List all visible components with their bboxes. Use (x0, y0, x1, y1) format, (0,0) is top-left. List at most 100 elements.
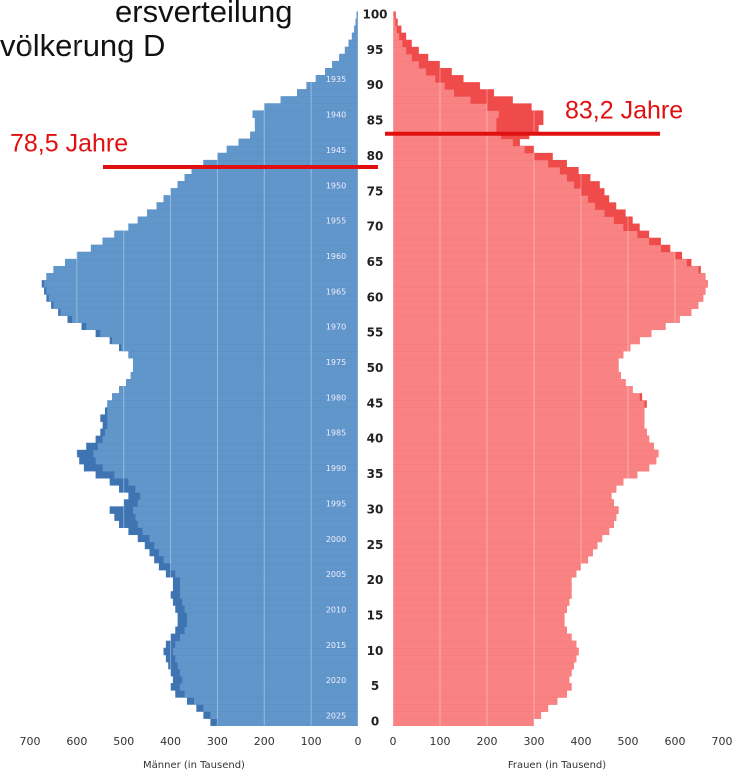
bar-shared (393, 463, 650, 472)
x-tick-label: 0 (355, 735, 362, 748)
bar (393, 25, 402, 34)
bar-shared (393, 251, 675, 260)
bar-shared (354, 25, 358, 34)
bar-shared (254, 124, 358, 133)
bar-shared (393, 513, 617, 521)
bar-shared (226, 145, 358, 154)
bar-shared (393, 690, 567, 698)
y2-tick-label: 1960 (326, 252, 346, 261)
x-tick-label: 400 (160, 735, 181, 748)
bar-shared (393, 145, 525, 154)
bar-shared (297, 89, 358, 97)
bar-shared (393, 541, 598, 550)
y-tick-label: 35 (367, 467, 384, 481)
bar-shared (393, 499, 614, 507)
bar-shared (393, 456, 657, 465)
y2-tick-label: 1950 (326, 181, 346, 190)
bar-shared (107, 400, 358, 408)
bar-shared (393, 209, 605, 217)
bar-shared (163, 555, 358, 564)
bar-shared (393, 442, 654, 451)
bar-shared (393, 654, 577, 663)
x-tick-label: 100 (430, 735, 451, 748)
bar-shared (393, 230, 638, 239)
bar-shared (393, 336, 640, 345)
bar-shared (393, 287, 706, 295)
bar-shared (186, 612, 358, 620)
bar-shared (112, 336, 358, 345)
bar (393, 32, 407, 41)
bar-shared (393, 562, 581, 571)
y-tick-label: 25 (367, 538, 384, 552)
y-tick-label: 100 (362, 8, 387, 22)
bar-shared (147, 209, 358, 217)
bar-shared (264, 103, 358, 111)
y2-tick-label: 2000 (326, 535, 346, 544)
bar-shared (76, 251, 358, 260)
bar-shared (393, 386, 633, 394)
bar-shared (393, 506, 619, 514)
bar-shared (93, 449, 358, 458)
bar-shared (133, 506, 358, 514)
bar-shared (393, 449, 659, 458)
bar-shared (107, 407, 358, 415)
y2-tick-label: 1940 (326, 111, 346, 120)
y2-tick-label: 1970 (326, 323, 346, 332)
bar-shared (186, 619, 358, 627)
bar-shared (107, 414, 358, 422)
bar-shared (393, 350, 624, 359)
x-tick-label: 500 (618, 735, 639, 748)
bar-shared (48, 294, 358, 302)
y-tick-label: 20 (367, 573, 384, 587)
y-tick-label: 80 (367, 149, 384, 163)
bar-shared (393, 32, 400, 41)
bar-shared (154, 541, 358, 550)
bar-shared (179, 683, 358, 691)
bar-shared (393, 414, 645, 422)
bar-shared (393, 89, 455, 97)
bar-shared (135, 513, 358, 521)
bar-shared (393, 379, 626, 387)
bar-shared (182, 676, 358, 684)
x-tick-label: 300 (207, 735, 228, 748)
bar-shared (393, 265, 699, 274)
bar-shared (175, 569, 358, 578)
bar-shared (170, 188, 358, 196)
bar-shared (393, 364, 619, 373)
bar-shared (137, 520, 358, 528)
bar-shared (179, 584, 358, 592)
bar-shared (393, 485, 617, 493)
bar-shared (393, 159, 549, 168)
bar-shared (393, 152, 534, 161)
bar-shared (393, 527, 610, 536)
bar-shared (393, 181, 574, 189)
title-line: völkerung D (0, 28, 165, 63)
annotation-text: 83,2 Jahre (565, 96, 683, 124)
bar-shared (65, 258, 359, 267)
bar-shared (393, 138, 513, 147)
bar-shared (393, 103, 487, 111)
y-tick-label: 65 (367, 255, 384, 269)
bar-shared (97, 442, 358, 451)
bar-shared (393, 591, 572, 599)
bar-shared (393, 273, 706, 281)
y2-tick-label: 1975 (326, 358, 346, 367)
bar-shared (393, 584, 572, 592)
bar-shared (393, 661, 574, 670)
bar-shared (46, 273, 359, 281)
bar-shared (393, 400, 645, 408)
bar-shared (393, 668, 572, 677)
y2-tick-label: 1980 (326, 393, 346, 402)
bar-shared (393, 258, 687, 267)
bar-shared (128, 223, 358, 232)
bar-shared (203, 704, 358, 712)
bar-shared (306, 82, 358, 90)
bar-shared (142, 527, 358, 536)
bar-shared (356, 11, 358, 19)
bar-shared (46, 287, 359, 295)
bar-shared (133, 364, 358, 373)
bar-shared (393, 46, 407, 55)
y2-tick-label: 1995 (326, 499, 346, 508)
bar-shared (121, 343, 358, 352)
